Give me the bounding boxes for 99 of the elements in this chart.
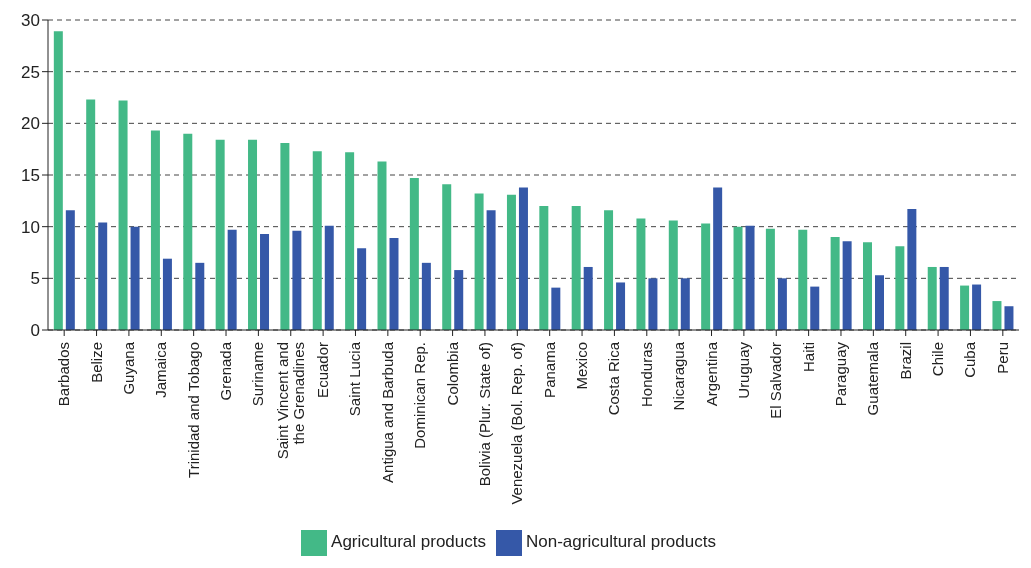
x-tick-label: Saint Lucia [346,341,364,417]
bar [571,206,581,330]
bar [409,178,419,330]
bar [377,161,387,330]
x-tick-label: Peru [993,342,1011,374]
bar [583,266,593,330]
bar [972,284,982,330]
x-tick-label: El Salvador [767,342,785,419]
bar [745,225,755,330]
x-tick-label: Trinidad and Tobago [184,342,202,478]
bar [195,262,205,330]
bar [733,226,743,330]
bar [992,301,1002,330]
bar [130,226,140,330]
bar [680,278,690,330]
bar [506,194,516,330]
bar [939,266,949,330]
bar [862,242,872,330]
bar [830,237,840,330]
x-tick-label: Costa Rica [605,341,623,416]
bar [486,210,496,330]
bar [701,223,711,330]
x-tick-label: Suriname [249,342,267,407]
x-tick-label: Jamaica [152,341,170,398]
y-tick-label: 20 [21,114,40,134]
x-tick-label: Saint Vincent and the Grenadines [273,342,307,460]
bar [551,287,561,330]
x-tick-label: Grenada [217,341,235,401]
y-tick-label: 10 [21,217,40,237]
x-tick-label: Antigua and Barbuda [378,341,396,483]
x-tick-label: Panama [540,341,558,398]
x-tick-label: Chile [929,342,947,377]
x-tick-label: Brazil [896,342,914,380]
x-tick-label: Barbados [55,342,73,407]
bar [927,266,937,330]
bar [183,133,193,330]
bar [960,285,970,330]
bar [713,187,723,330]
bar [442,184,452,330]
bar [518,187,528,330]
bar [636,218,646,330]
x-tick-label: Belize [87,342,105,383]
bar [150,130,160,330]
bar [668,220,678,330]
bar [280,142,290,330]
bar [389,238,399,330]
y-tick-label: 15 [21,166,40,186]
bar [421,262,431,330]
bar [215,139,225,330]
x-tick-label: Cuba [961,341,979,378]
bar [1004,306,1014,330]
bar [874,275,884,330]
bar [895,246,905,330]
bar [312,151,322,330]
bar [907,209,917,330]
y-tick-label: 0 [30,321,40,341]
bar [604,210,614,330]
bar [474,193,484,330]
x-tick-label: Honduras [637,342,655,408]
x-tick-label: Nicaragua [670,341,688,411]
x-tick-label: Dominican Rep. [411,342,429,449]
bar [810,286,820,330]
bar [648,278,658,330]
bar [345,152,355,330]
y-tick-label: 30 [21,11,40,31]
x-tick-label: Guyana [119,341,137,395]
bar [86,99,96,330]
x-tick-label: Bolivia (Plur. State of) [475,342,493,487]
legend-label: Non-agricultural products [526,532,716,552]
legend-label: Agricultural products [331,532,487,552]
bar [118,100,128,330]
y-tick-label: 5 [30,269,40,289]
bar [798,229,808,330]
bar [777,278,787,330]
bar [65,210,75,330]
x-tick-label: Haiti [799,342,817,373]
x-tick-label: Argentina [702,341,720,407]
x-tick-label: Mexico [573,342,591,390]
x-tick-label: Uruguay [734,341,752,399]
y-tick-label: 25 [21,62,40,82]
bar [842,241,852,330]
bar [162,258,172,330]
x-tick-label: Colombia [443,341,461,406]
bar [454,270,464,330]
bar [292,230,302,330]
x-tick-label: Ecuador [314,342,332,398]
x-tick-label: Guatemala [864,341,882,416]
bar [765,228,775,330]
x-tick-label: Paraguay [831,341,849,407]
bar [616,282,626,330]
x-tick-label: Venezuela (Bol. Rep. of) [508,342,526,505]
bar [539,206,549,330]
bar [53,31,63,330]
bar [98,222,108,330]
bar [260,233,270,330]
bar [324,225,334,330]
bar [227,229,237,330]
bar [248,139,258,330]
bar [357,248,367,330]
